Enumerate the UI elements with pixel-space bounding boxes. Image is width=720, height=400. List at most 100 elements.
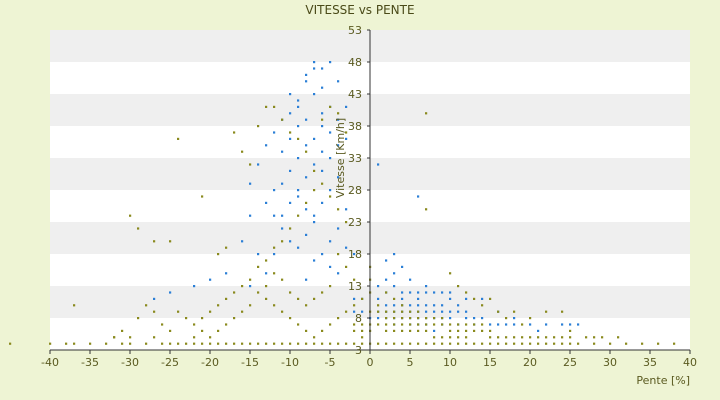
data-point-olive bbox=[585, 336, 588, 339]
data-point-olive bbox=[409, 329, 412, 332]
data-point-blue bbox=[297, 157, 300, 160]
data-point-olive bbox=[569, 329, 572, 332]
data-point-blue bbox=[449, 291, 452, 294]
data-point-blue bbox=[337, 272, 340, 275]
data-point-blue bbox=[321, 201, 324, 204]
data-point-blue bbox=[297, 195, 300, 198]
data-point-olive bbox=[529, 317, 532, 320]
data-point-blue bbox=[313, 221, 316, 224]
data-point-olive bbox=[289, 291, 292, 294]
data-point-blue bbox=[321, 150, 324, 153]
data-point-blue bbox=[305, 176, 308, 179]
data-point-olive bbox=[497, 310, 500, 313]
data-point-olive bbox=[217, 253, 220, 256]
data-point-olive bbox=[177, 310, 180, 313]
data-point-blue bbox=[545, 323, 548, 326]
data-point-olive bbox=[537, 336, 540, 339]
data-point-olive bbox=[513, 336, 516, 339]
data-point-blue bbox=[409, 291, 412, 294]
data-point-olive bbox=[569, 342, 572, 345]
data-point-blue bbox=[377, 163, 380, 166]
data-point-olive bbox=[353, 304, 356, 307]
data-point-blue bbox=[313, 214, 316, 217]
data-point-olive bbox=[305, 150, 308, 153]
data-point-olive bbox=[89, 342, 92, 345]
data-point-olive bbox=[169, 240, 172, 243]
data-point-blue bbox=[377, 285, 380, 288]
data-point-olive bbox=[545, 336, 548, 339]
data-point-olive bbox=[489, 329, 492, 332]
data-point-olive bbox=[457, 323, 460, 326]
data-point-olive bbox=[625, 342, 628, 345]
data-point-blue bbox=[249, 182, 252, 185]
data-point-olive bbox=[473, 342, 476, 345]
data-point-blue bbox=[345, 137, 348, 140]
data-point-olive bbox=[425, 323, 428, 326]
data-point-olive bbox=[281, 342, 284, 345]
data-point-olive bbox=[593, 342, 596, 345]
data-point-blue bbox=[313, 67, 316, 70]
data-point-olive bbox=[257, 342, 260, 345]
data-point-olive bbox=[113, 336, 116, 339]
data-point-olive bbox=[281, 278, 284, 281]
data-point-olive bbox=[225, 342, 228, 345]
data-point-olive bbox=[177, 342, 180, 345]
data-point-olive bbox=[145, 304, 148, 307]
data-point-olive bbox=[505, 317, 508, 320]
data-point-blue bbox=[265, 144, 268, 147]
x-axis-title: Pente [%] bbox=[636, 374, 690, 387]
data-point-olive bbox=[353, 329, 356, 332]
data-point-olive bbox=[209, 342, 212, 345]
data-point-blue bbox=[193, 285, 196, 288]
data-point-olive bbox=[129, 336, 132, 339]
data-point-blue bbox=[257, 253, 260, 256]
data-point-olive bbox=[169, 329, 172, 332]
data-point-blue bbox=[513, 323, 516, 326]
y-tick-label: 28 bbox=[348, 184, 362, 197]
data-point-blue bbox=[433, 291, 436, 294]
data-point-olive bbox=[289, 317, 292, 320]
data-point-olive bbox=[529, 342, 532, 345]
data-point-olive bbox=[73, 342, 76, 345]
data-point-olive bbox=[161, 323, 164, 326]
data-point-blue bbox=[337, 118, 340, 121]
data-point-olive bbox=[129, 214, 132, 217]
data-point-blue bbox=[353, 310, 356, 313]
data-point-olive bbox=[457, 285, 460, 288]
data-point-blue bbox=[409, 304, 412, 307]
x-tick-label: -40 bbox=[41, 356, 59, 369]
data-point-olive bbox=[289, 131, 292, 134]
data-point-blue bbox=[353, 253, 356, 256]
data-point-olive bbox=[393, 342, 396, 345]
data-point-blue bbox=[489, 323, 492, 326]
data-point-olive bbox=[209, 310, 212, 313]
data-point-olive bbox=[321, 291, 324, 294]
y-tick-label: 3 bbox=[355, 344, 362, 357]
data-point-olive bbox=[321, 118, 324, 121]
data-point-blue bbox=[465, 297, 468, 300]
data-point-olive bbox=[409, 310, 412, 313]
data-point-blue bbox=[417, 291, 420, 294]
data-point-olive bbox=[481, 323, 484, 326]
data-point-blue bbox=[305, 118, 308, 121]
data-point-blue bbox=[313, 137, 316, 140]
chart-title: VITESSE vs PENTE bbox=[305, 3, 414, 17]
data-point-olive bbox=[537, 342, 540, 345]
data-point-olive bbox=[393, 317, 396, 320]
data-point-olive bbox=[345, 265, 348, 268]
data-point-olive bbox=[513, 310, 516, 313]
data-point-blue bbox=[497, 323, 500, 326]
data-point-olive bbox=[217, 329, 220, 332]
x-tick-label: 30 bbox=[603, 356, 617, 369]
data-point-blue bbox=[353, 297, 356, 300]
data-point-olive bbox=[409, 342, 412, 345]
data-point-olive bbox=[425, 342, 428, 345]
x-tick-label: -25 bbox=[161, 356, 179, 369]
data-point-olive bbox=[377, 323, 380, 326]
data-point-olive bbox=[297, 323, 300, 326]
data-point-olive bbox=[457, 342, 460, 345]
data-point-olive bbox=[425, 317, 428, 320]
data-point-olive bbox=[441, 342, 444, 345]
